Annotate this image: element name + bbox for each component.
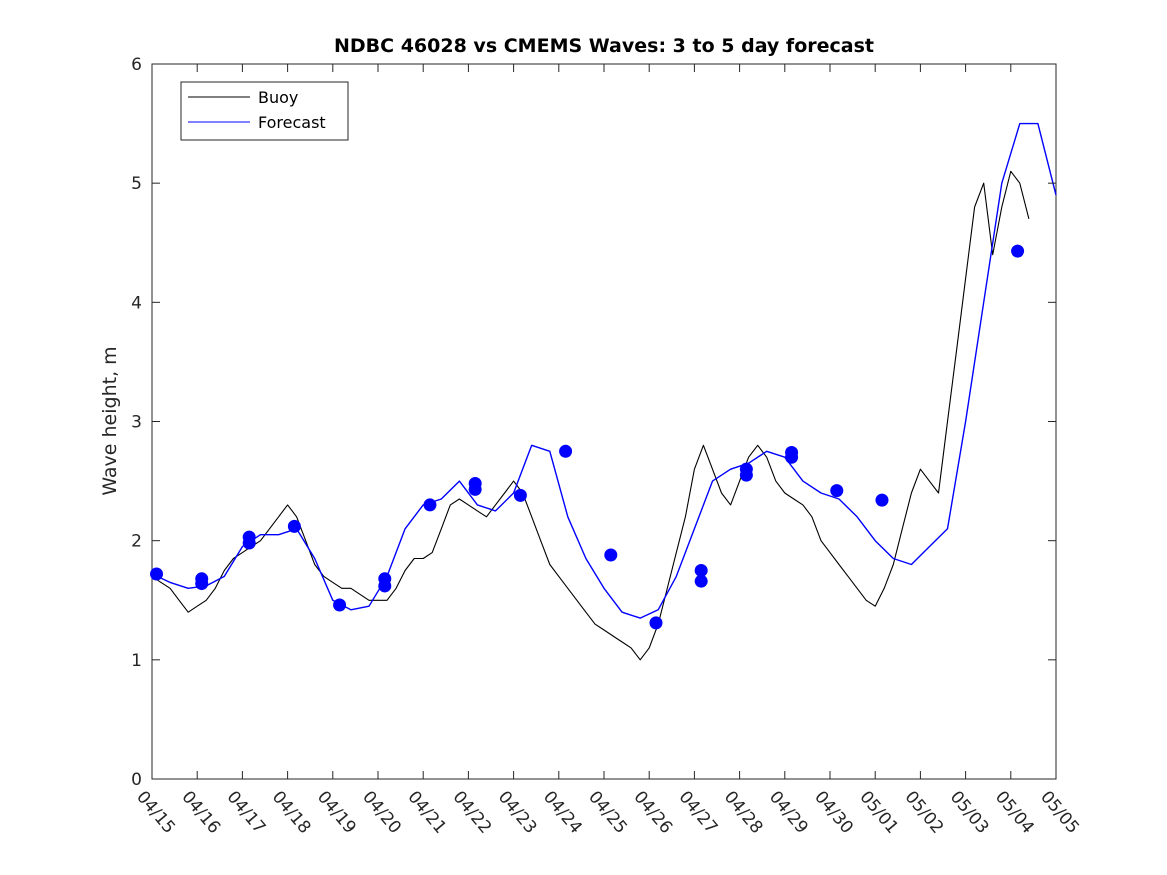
legend-label-buoy: Buoy (258, 88, 298, 107)
plot-area (151, 63, 1057, 780)
forecast-point (739, 468, 753, 482)
forecast-series-line (151, 122, 1057, 619)
forecast-point (604, 548, 618, 562)
forecast-point (694, 574, 708, 588)
forecast-point (1011, 244, 1025, 258)
forecast-point (333, 598, 347, 612)
y-tick-label: 4 (131, 293, 142, 313)
forecast-point (513, 488, 527, 502)
forecast-point (875, 493, 889, 507)
forecast-point (649, 616, 663, 630)
forecast-point (785, 450, 799, 464)
forecast-point (287, 519, 301, 533)
forecast-point (559, 444, 573, 458)
y-tick-label: 2 (131, 532, 142, 552)
y-axis-label: Wave height, m (99, 346, 121, 495)
forecast-point (468, 482, 482, 496)
y-tick-label: 0 (131, 770, 142, 790)
forecast-point (423, 498, 437, 512)
y-tick-label: 5 (131, 174, 142, 194)
y-tick-label: 1 (131, 651, 142, 671)
forecast-point (195, 577, 209, 591)
legend-box (180, 81, 349, 141)
forecast-point (150, 567, 164, 581)
buoy-series-line (151, 170, 1030, 661)
forecast-point (694, 563, 708, 577)
chart-title: NDBC 46028 vs CMEMS Waves: 3 to 5 day fo… (334, 35, 874, 57)
y-tick-label: 3 (131, 413, 142, 433)
legend: Buoy Forecast (180, 81, 349, 141)
y-tick-label: 6 (131, 55, 142, 75)
legend-label-forecast: Forecast (258, 113, 326, 132)
forecast-point (830, 484, 844, 498)
forecast-point (242, 536, 256, 550)
forecast-point (378, 579, 392, 593)
data-layer (150, 122, 1057, 661)
